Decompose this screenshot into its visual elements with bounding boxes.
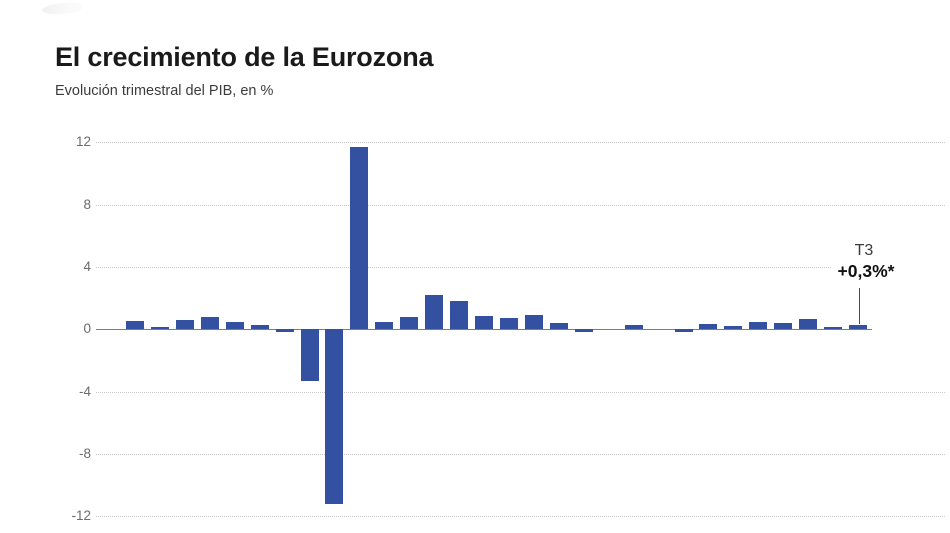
bar (475, 316, 493, 330)
y-axis-tick-label: 4 (83, 258, 91, 274)
bar (325, 329, 344, 504)
bar (549, 323, 568, 330)
annotation-quarter-label: T3 (854, 242, 874, 259)
print-artifact-smudge (41, 1, 83, 16)
zero-axis-line (96, 329, 872, 331)
bar (175, 320, 194, 330)
gridline-4 (96, 266, 831, 268)
bar (450, 300, 469, 330)
gridline--4 (96, 391, 945, 393)
bar (499, 318, 518, 330)
y-axis-tick-label: -4 (78, 383, 91, 399)
bar (774, 323, 793, 330)
bar (849, 324, 867, 330)
bar (225, 322, 244, 330)
bar (425, 295, 444, 330)
bar (275, 329, 294, 333)
y-axis-tick-label: 8 (83, 196, 91, 212)
bar (350, 147, 369, 330)
bar (724, 326, 743, 330)
annotation-value-label: +0,3%* (837, 261, 895, 281)
bar (574, 329, 593, 333)
y-axis-tick-label: -12 (71, 508, 91, 524)
bar (749, 322, 768, 330)
bar (300, 329, 319, 381)
bar (200, 316, 219, 330)
gridline-8 (96, 204, 945, 206)
bar (624, 324, 643, 330)
y-axis-tick-label: -8 (78, 445, 91, 461)
y-axis-tick-label: 12 (75, 134, 91, 150)
annotation-connector-line (859, 288, 860, 324)
bar (375, 322, 394, 330)
y-axis-tick-label: 0 (83, 321, 91, 337)
gridline--8 (96, 453, 945, 455)
bar (824, 327, 842, 330)
bar (674, 329, 693, 332)
bar (799, 319, 818, 330)
bar (126, 320, 144, 330)
gridline--12 (96, 516, 945, 518)
chart-subtitle: Evolución trimestral del PIB, en % (55, 83, 274, 99)
gridline-12 (96, 142, 945, 144)
bar (524, 314, 543, 330)
chart-title: El crecimiento de la Eurozona (55, 42, 434, 72)
bar (150, 327, 169, 330)
bar (699, 323, 718, 330)
bar (400, 316, 419, 330)
bar (250, 325, 269, 330)
